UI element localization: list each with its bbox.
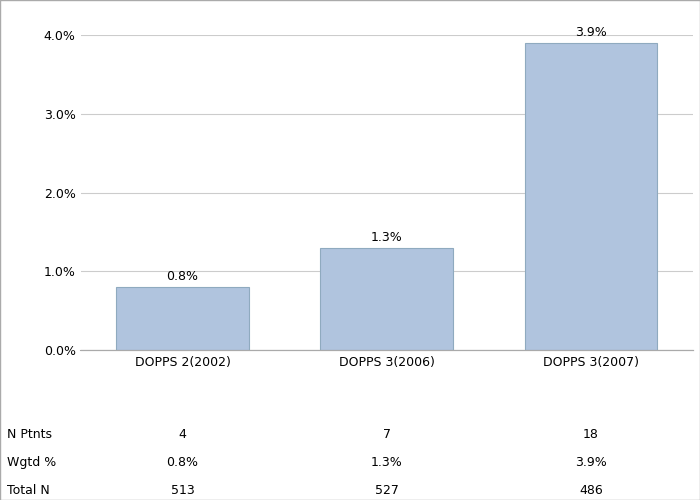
Text: 3.9%: 3.9%: [575, 456, 607, 469]
Bar: [116, 287, 249, 350]
Bar: [524, 43, 657, 350]
Text: 1.3%: 1.3%: [371, 230, 402, 243]
Text: 513: 513: [171, 484, 195, 496]
Text: 7: 7: [383, 428, 391, 442]
Text: 527: 527: [374, 484, 399, 496]
Text: N Ptnts: N Ptnts: [7, 428, 52, 442]
Text: 18: 18: [583, 428, 599, 442]
Text: Total N: Total N: [7, 484, 50, 496]
Text: 486: 486: [579, 484, 603, 496]
Text: 0.8%: 0.8%: [167, 270, 199, 283]
Text: 1.3%: 1.3%: [371, 456, 402, 469]
Bar: [321, 248, 453, 350]
Text: 0.8%: 0.8%: [167, 456, 199, 469]
Text: 4: 4: [178, 428, 186, 442]
Text: Wgtd %: Wgtd %: [7, 456, 56, 469]
Text: 3.9%: 3.9%: [575, 26, 607, 39]
